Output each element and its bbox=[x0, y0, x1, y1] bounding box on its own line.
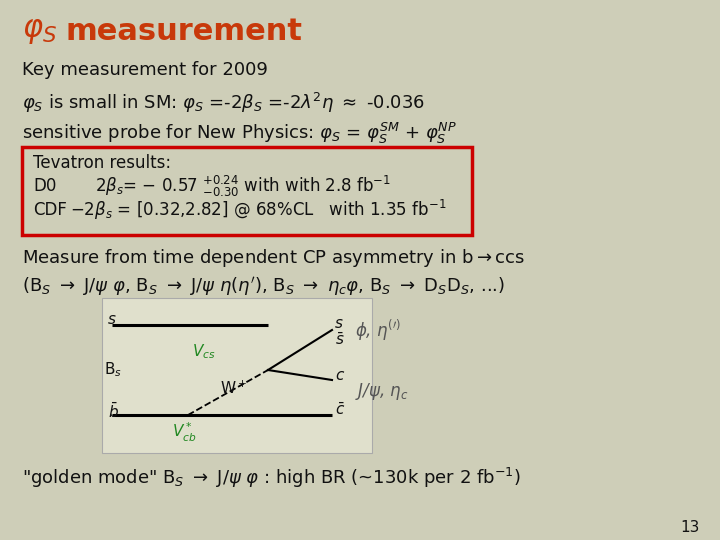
Text: J/$\psi$, $\eta_c$: J/$\psi$, $\eta_c$ bbox=[355, 381, 408, 402]
Text: CDF: CDF bbox=[33, 201, 67, 219]
Bar bbox=[102, 298, 372, 453]
Text: B$_s$: B$_s$ bbox=[104, 361, 122, 379]
Text: 13: 13 bbox=[680, 521, 700, 536]
Text: $V_{cs}$: $V_{cs}$ bbox=[192, 343, 215, 361]
Text: $\varphi_S$ is small in SM: $\varphi_S$ =-2$\beta_S$ =-2$\lambda^2\eta$ $\approx: $\varphi_S$ is small in SM: $\varphi_S$ … bbox=[22, 91, 425, 115]
Text: $\varphi_S$: $\varphi_S$ bbox=[22, 17, 57, 46]
Text: D0: D0 bbox=[33, 177, 56, 195]
Text: s: s bbox=[335, 315, 343, 330]
Text: "golden mode" B$_S$ $\rightarrow$ J/$\psi$ $\varphi$ : high BR (~130k per 2 fb$^: "golden mode" B$_S$ $\rightarrow$ J/$\ps… bbox=[22, 466, 521, 490]
Text: sensitive probe for New Physics: $\varphi_S$ = $\varphi_S^{SM}$ + $\varphi_S^{NP: sensitive probe for New Physics: $\varph… bbox=[22, 120, 456, 146]
Text: c: c bbox=[335, 368, 343, 382]
Text: W$^+$: W$^+$ bbox=[220, 379, 247, 397]
Text: $\bar{c}$: $\bar{c}$ bbox=[335, 402, 345, 418]
Text: $2\beta_s$= $-$ 0.57 $^{+0.24}_{-0.30}$ with with 2.8 fb$^{-1}$: $2\beta_s$= $-$ 0.57 $^{+0.24}_{-0.30}$ … bbox=[95, 173, 391, 199]
Text: $\bar{s}$: $\bar{s}$ bbox=[335, 332, 345, 348]
Text: Tevatron results:: Tevatron results: bbox=[33, 154, 171, 172]
Text: $\phi$, $\eta^{(\prime)}$: $\phi$, $\eta^{(\prime)}$ bbox=[355, 318, 401, 342]
Text: $\bar{b}$: $\bar{b}$ bbox=[108, 401, 119, 421]
Text: s: s bbox=[108, 313, 116, 327]
Bar bbox=[22, 147, 472, 235]
Text: Measure from time dependent CP asymmetry in b$\rightarrow$ccs: Measure from time dependent CP asymmetry… bbox=[22, 247, 525, 269]
Text: (B$_S$ $\rightarrow$ J/$\psi$ $\varphi$, B$_S$ $\rightarrow$ J/$\psi$ $\eta$($\e: (B$_S$ $\rightarrow$ J/$\psi$ $\varphi$,… bbox=[22, 275, 505, 299]
Text: measurement: measurement bbox=[65, 17, 302, 46]
Text: $V_{cb}^*$: $V_{cb}^*$ bbox=[172, 421, 197, 443]
Text: Key measurement for 2009: Key measurement for 2009 bbox=[22, 61, 268, 79]
Text: $-2\beta_s$ = [0.32,2.82] @ 68%CL   with 1.35 fb$^{-1}$: $-2\beta_s$ = [0.32,2.82] @ 68%CL with 1… bbox=[70, 198, 446, 222]
